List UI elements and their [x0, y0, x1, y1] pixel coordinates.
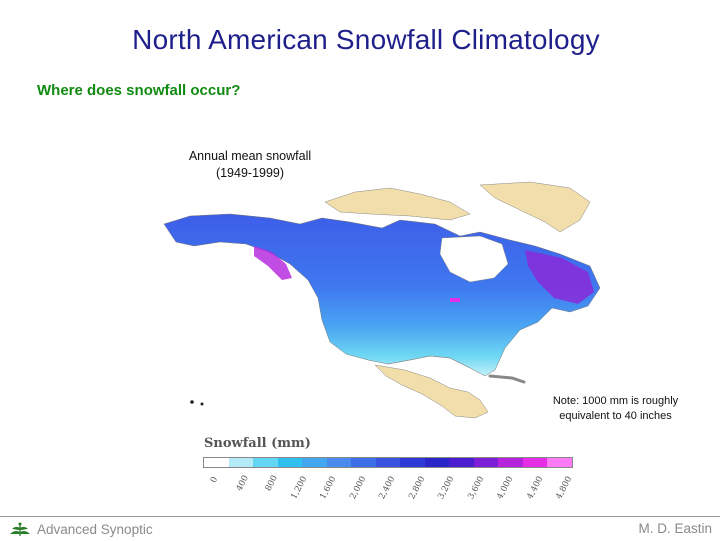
- legend-tick-label: 4,000: [495, 474, 516, 502]
- legend-swatch: [473, 458, 499, 467]
- mexico: [374, 364, 489, 419]
- hawaii-island: [200, 402, 204, 406]
- slide-title: North American Snowfall Climatology: [132, 24, 600, 55]
- footer-author: M. D. Eastin: [638, 521, 712, 536]
- quebec-heavy-snow: [525, 250, 594, 304]
- legend-swatch: [326, 458, 352, 467]
- arctic-islands: [324, 187, 471, 221]
- legend-tick-label: 3,200: [436, 474, 457, 502]
- map-caption-period: (1949-1999): [215, 166, 285, 180]
- laurel-logo-icon: [10, 522, 30, 536]
- legend-tick-label: 2,800: [406, 474, 427, 502]
- slide-subtitle: Where does snowfall occur?: [37, 82, 241, 99]
- caribbean-islands: [488, 374, 526, 384]
- legend-tick-label: 0: [208, 475, 221, 485]
- great-lakes-heavy-snow: [450, 298, 460, 302]
- legend-swatch: [375, 458, 401, 467]
- legend-tick-label: 2,400: [377, 474, 398, 502]
- legend-swatch: [302, 458, 327, 467]
- legend-tick-label: 4,800: [554, 474, 575, 502]
- hawaii-island: [190, 400, 194, 404]
- legend-tick-label: 800: [263, 473, 280, 493]
- snowfall-field: [163, 213, 601, 377]
- legend-swatch: [522, 458, 548, 467]
- legend-swatch: [277, 458, 303, 467]
- gulf-coastline: [387, 355, 471, 369]
- north-america-map-image: [163, 181, 601, 419]
- legend-swatch: [449, 458, 474, 467]
- footer-left: Advanced Synoptic: [8, 520, 153, 538]
- legend-swatch: [498, 458, 523, 467]
- legend-swatch: [424, 458, 450, 467]
- hudson-bay: [439, 235, 509, 283]
- conversion-note-line2: equivalent to 40 inches: [559, 409, 672, 422]
- slide-footer: Advanced Synoptic M. D. Eastin: [0, 516, 720, 541]
- legend-title: Snowfall (mm): [204, 436, 311, 451]
- greenland: [479, 181, 591, 233]
- legend-tick-label: 1,600: [318, 474, 339, 502]
- legend-colorbar: [203, 457, 573, 468]
- legend-swatch: [400, 458, 425, 467]
- legend-swatch: [228, 458, 254, 467]
- conversion-note: Note: 1000 mm is roughly equivalent to 4…: [533, 394, 698, 423]
- legend-swatch: [351, 458, 376, 467]
- conversion-note-line1: Note: 1000 mm is roughly: [552, 395, 679, 407]
- alaska-coast-heavy-snow: [254, 246, 292, 280]
- legend-tick-label: 4,400: [524, 474, 545, 502]
- map-caption: Annual mean snowfall (1949-1999): [150, 148, 350, 182]
- map-caption-title: Annual mean snowfall: [188, 149, 312, 163]
- legend-ticks: 0 400 800 1,200 1,600 2,000 2,400 2,800 3,200 3,6…: [203, 468, 575, 502]
- snowfall-map: [150, 180, 610, 430]
- legend-tick-label: 400: [234, 473, 251, 493]
- legend-tick-label: 3,600: [465, 474, 486, 502]
- footer-course-name: Advanced Synoptic: [37, 521, 153, 537]
- legend-tick-label: 1,200: [288, 474, 309, 502]
- legend-swatch: [547, 458, 572, 467]
- legend-swatch: [253, 458, 278, 467]
- legend-swatch: [204, 458, 229, 467]
- legend-tick-label: 2,000: [347, 474, 368, 502]
